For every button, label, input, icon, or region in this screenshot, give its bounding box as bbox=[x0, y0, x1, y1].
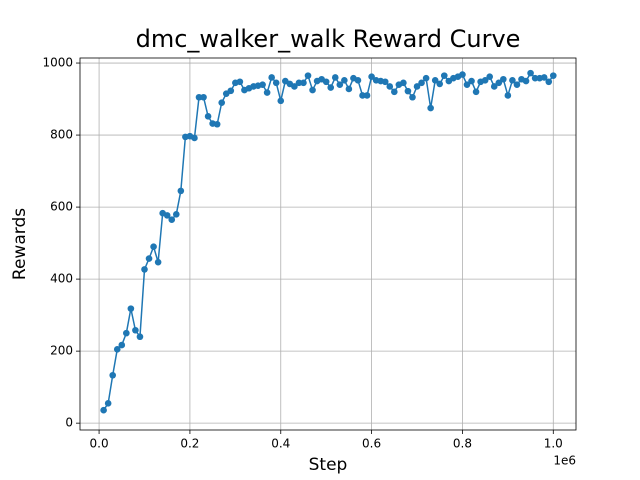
point bbox=[500, 75, 507, 83]
point bbox=[418, 79, 425, 87]
point bbox=[345, 85, 353, 93]
plot-frame bbox=[79, 57, 577, 431]
point bbox=[540, 74, 548, 81]
point bbox=[363, 92, 371, 99]
point bbox=[549, 72, 557, 79]
point bbox=[195, 93, 203, 101]
point bbox=[113, 346, 121, 353]
point bbox=[104, 400, 112, 407]
point bbox=[440, 72, 448, 79]
point bbox=[513, 81, 521, 88]
x-tick-label: 0.2 bbox=[180, 437, 199, 451]
x-tick-label: 1.0 bbox=[544, 437, 563, 451]
point bbox=[136, 333, 144, 341]
point bbox=[259, 81, 266, 88]
point bbox=[213, 120, 221, 128]
point bbox=[141, 266, 148, 273]
point bbox=[422, 74, 430, 82]
point bbox=[527, 69, 534, 77]
point bbox=[459, 71, 466, 78]
point bbox=[327, 84, 335, 91]
x-offset-label: 1e6 bbox=[553, 454, 576, 468]
point bbox=[545, 78, 553, 86]
y-tick-label: 600 bbox=[50, 200, 73, 214]
point bbox=[522, 77, 530, 85]
point bbox=[336, 81, 344, 88]
point bbox=[123, 329, 130, 337]
point bbox=[354, 77, 362, 84]
point bbox=[436, 80, 444, 88]
y-tick-label: 800 bbox=[50, 128, 73, 142]
x-axis-label: Step bbox=[309, 455, 348, 475]
point bbox=[322, 78, 330, 86]
point bbox=[277, 97, 285, 105]
point bbox=[409, 93, 416, 101]
y-tick-label: 1000 bbox=[42, 56, 73, 70]
point bbox=[463, 81, 471, 88]
point bbox=[236, 78, 244, 86]
point bbox=[509, 77, 516, 84]
point bbox=[172, 210, 180, 218]
point bbox=[495, 79, 503, 87]
point bbox=[218, 99, 226, 106]
point bbox=[490, 83, 498, 90]
point bbox=[504, 92, 512, 99]
point bbox=[468, 77, 475, 85]
point bbox=[400, 79, 407, 87]
point bbox=[404, 87, 412, 95]
point bbox=[191, 134, 198, 142]
point bbox=[132, 326, 139, 334]
point bbox=[300, 79, 307, 87]
point bbox=[150, 243, 157, 251]
point bbox=[304, 72, 312, 79]
point bbox=[291, 83, 298, 90]
point bbox=[204, 113, 212, 120]
x-tick-label: 0.4 bbox=[271, 437, 290, 451]
point bbox=[177, 187, 185, 195]
y-tick-label: 200 bbox=[50, 344, 73, 358]
point bbox=[268, 74, 275, 81]
point bbox=[163, 212, 171, 219]
y-tick-label: 400 bbox=[50, 272, 73, 286]
point bbox=[431, 77, 439, 84]
point bbox=[341, 77, 348, 84]
point bbox=[391, 88, 398, 96]
y-axis-label: Rewards bbox=[10, 208, 30, 280]
point bbox=[118, 341, 126, 349]
point bbox=[368, 73, 375, 81]
x-tick-label: 0.8 bbox=[453, 437, 472, 451]
point bbox=[413, 83, 421, 90]
point bbox=[309, 86, 316, 94]
point bbox=[359, 92, 366, 99]
x-tick-label: 0.0 bbox=[90, 437, 109, 451]
point bbox=[381, 78, 389, 86]
point bbox=[154, 258, 162, 266]
point bbox=[531, 74, 539, 82]
point bbox=[331, 74, 339, 81]
x-tick-label: 0.6 bbox=[362, 437, 381, 451]
point bbox=[472, 88, 480, 96]
point bbox=[427, 104, 434, 112]
point bbox=[481, 77, 489, 84]
line-series bbox=[102, 71, 554, 411]
chart-title: dmc_walker_walk Reward Curve bbox=[136, 25, 521, 53]
point bbox=[200, 93, 207, 101]
point bbox=[100, 406, 107, 414]
point bbox=[145, 255, 153, 262]
y-tick-label: 0 bbox=[65, 416, 73, 430]
point bbox=[295, 79, 303, 87]
point bbox=[386, 83, 394, 90]
point bbox=[272, 79, 280, 87]
point bbox=[263, 89, 271, 96]
point bbox=[227, 87, 235, 95]
point bbox=[109, 371, 117, 379]
point bbox=[127, 305, 135, 312]
point bbox=[486, 73, 493, 81]
point bbox=[168, 216, 176, 223]
